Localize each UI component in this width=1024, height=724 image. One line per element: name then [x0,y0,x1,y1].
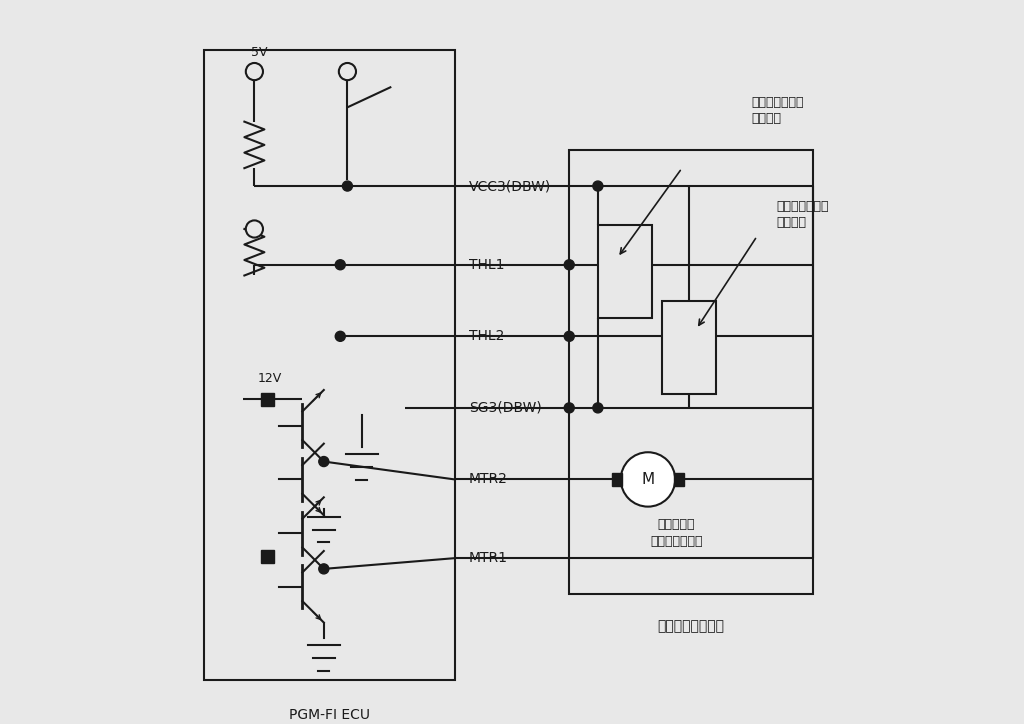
Circle shape [318,564,329,574]
Circle shape [335,332,345,341]
Circle shape [564,332,574,341]
Text: スロットル開度
センサ２: スロットル開度 センサ２ [777,200,829,230]
Circle shape [246,220,263,237]
Bar [569,151,812,594]
Text: スロットルボディ: スロットルボディ [657,619,724,633]
Circle shape [593,181,603,191]
Circle shape [564,403,574,413]
Circle shape [318,457,329,466]
Circle shape [564,260,574,270]
Bar [205,50,455,680]
Text: THL1: THL1 [469,258,505,272]
Text: MTR2: MTR2 [469,473,508,487]
Bar [261,393,273,405]
Circle shape [246,63,263,80]
Bar [663,300,716,394]
Text: THL2: THL2 [469,329,505,343]
Text: 5V: 5V [251,46,267,59]
Bar [598,225,651,319]
Text: スロットル
アクチュエータ: スロットル アクチュエータ [650,518,702,548]
Bar [674,473,684,486]
Circle shape [342,181,352,191]
Circle shape [339,63,356,80]
Circle shape [593,403,603,413]
Circle shape [335,260,345,270]
Text: SG3(DBW): SG3(DBW) [469,401,542,415]
Circle shape [621,452,675,507]
Text: 12V: 12V [258,372,283,385]
Text: MTR1: MTR1 [469,551,508,565]
Text: M: M [641,472,654,487]
Text: VCC3(DBW): VCC3(DBW) [469,179,551,193]
Bar [612,473,623,486]
Text: スロットル開度
センサ１: スロットル開度 センサ１ [752,96,804,125]
Bar [261,550,273,563]
Text: PGM-FI ECU: PGM-FI ECU [289,708,370,723]
